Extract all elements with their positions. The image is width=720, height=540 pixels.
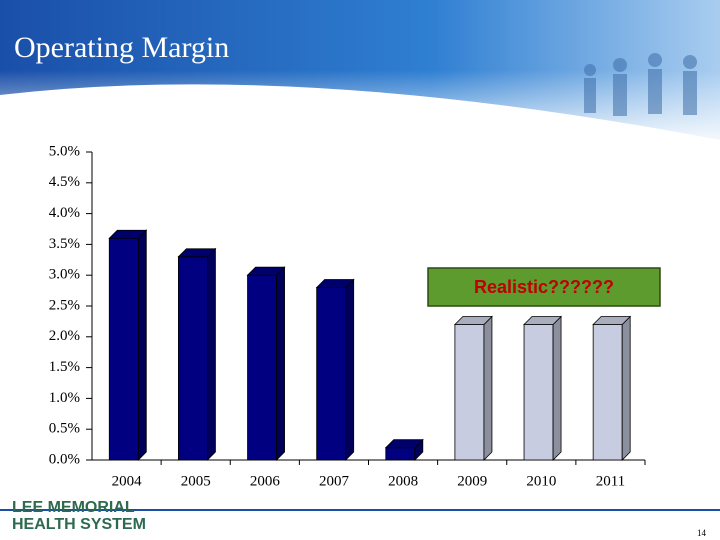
y-tick-label: 4.5% [49, 174, 80, 190]
logo-line2: HEALTH SYSTEM [12, 516, 146, 533]
header-curve [0, 84, 720, 150]
bar [523, 324, 554, 461]
bar-top [523, 316, 563, 325]
bar-side [207, 247, 216, 461]
x-tick-label: 2007 [319, 473, 350, 489]
bar-side [483, 315, 493, 461]
bar-side [137, 229, 147, 461]
y-tick-label: 1.0% [49, 390, 80, 406]
bar-top [315, 279, 355, 288]
bar [247, 274, 277, 461]
y-tick-label: 2.5% [49, 297, 80, 313]
y-tick-label: 0.5% [49, 421, 80, 437]
y-tick-label: 4.0% [49, 205, 80, 221]
x-tick-label: 2008 [388, 473, 418, 489]
x-tick-label: 2006 [250, 473, 281, 489]
x-tick-label: 2004 [112, 473, 143, 489]
y-tick-label: 3.5% [49, 236, 80, 252]
bar-side [345, 278, 355, 461]
bar [592, 324, 623, 461]
y-tick-label: 1.5% [49, 359, 80, 375]
x-tick-label: 2011 [596, 473, 625, 489]
slide-title: Operating Margin [14, 31, 229, 64]
x-tick-label: 2009 [457, 473, 487, 489]
plot: 0.0% 0.5% 1.0% 1.5% 2.0% 2.5% 3.0% 3.5% 4.0% 4.5%… [49, 143, 661, 489]
bar [454, 324, 485, 461]
bar-side [276, 266, 285, 461]
annotation: Realistic?????? [474, 277, 614, 297]
page-number: 14 [697, 528, 707, 538]
x-tick-label: 2005 [181, 473, 211, 489]
y-tick-label: 5.0% [49, 143, 80, 159]
annotation-box [427, 267, 661, 307]
y-tick-label: 0.0% [49, 451, 80, 467]
bar-top [592, 316, 632, 325]
bar [178, 256, 208, 461]
y-tick-label: 3.0% [49, 267, 80, 283]
bar-top [453, 316, 493, 325]
bar-side [552, 315, 562, 461]
bar [108, 237, 139, 461]
bar-top [246, 266, 286, 276]
bar-side [621, 315, 631, 461]
logo-line1: LEE MEMORIAL [12, 499, 135, 516]
y-tick-label: 2.0% [49, 328, 80, 344]
bar [385, 447, 416, 461]
bar-top [108, 229, 148, 239]
bar-top [384, 439, 424, 449]
x-tick-label: 2010 [526, 473, 556, 489]
bar-top [177, 248, 217, 258]
header-people [584, 53, 697, 116]
bar [316, 287, 347, 461]
